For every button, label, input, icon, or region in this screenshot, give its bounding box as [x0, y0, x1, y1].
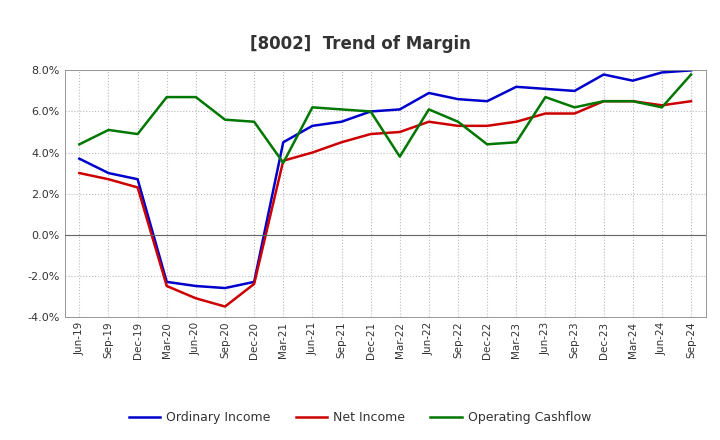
Net Income	[337, 139, 346, 145]
Text: [8002]  Trend of Margin: [8002] Trend of Margin	[250, 35, 470, 53]
Ordinary Income	[220, 286, 229, 291]
Net Income	[308, 150, 317, 155]
Operating Cashflow	[220, 117, 229, 122]
Operating Cashflow	[395, 154, 404, 159]
Operating Cashflow	[425, 107, 433, 112]
Line: Ordinary Income: Ordinary Income	[79, 70, 691, 288]
Net Income	[279, 158, 287, 163]
Operating Cashflow	[279, 160, 287, 165]
Net Income	[395, 129, 404, 135]
Operating Cashflow	[570, 105, 579, 110]
Net Income	[512, 119, 521, 125]
Operating Cashflow	[366, 109, 375, 114]
Ordinary Income	[192, 283, 200, 289]
Operating Cashflow	[163, 95, 171, 100]
Ordinary Income	[308, 123, 317, 128]
Ordinary Income	[483, 99, 492, 104]
Operating Cashflow	[337, 107, 346, 112]
Net Income	[133, 185, 142, 190]
Ordinary Income	[163, 279, 171, 285]
Net Income	[599, 99, 608, 104]
Ordinary Income	[279, 139, 287, 145]
Ordinary Income	[250, 279, 258, 285]
Net Income	[192, 296, 200, 301]
Ordinary Income	[512, 84, 521, 89]
Net Income	[570, 111, 579, 116]
Net Income	[483, 123, 492, 128]
Net Income	[163, 283, 171, 289]
Operating Cashflow	[599, 99, 608, 104]
Line: Net Income: Net Income	[79, 101, 691, 307]
Ordinary Income	[454, 96, 462, 102]
Ordinary Income	[570, 88, 579, 94]
Legend: Ordinary Income, Net Income, Operating Cashflow: Ordinary Income, Net Income, Operating C…	[124, 407, 596, 429]
Net Income	[541, 111, 550, 116]
Ordinary Income	[425, 90, 433, 95]
Ordinary Income	[133, 176, 142, 182]
Ordinary Income	[687, 68, 696, 73]
Ordinary Income	[395, 107, 404, 112]
Ordinary Income	[337, 119, 346, 125]
Operating Cashflow	[454, 119, 462, 125]
Ordinary Income	[75, 156, 84, 161]
Operating Cashflow	[308, 105, 317, 110]
Ordinary Income	[599, 72, 608, 77]
Net Income	[454, 123, 462, 128]
Operating Cashflow	[192, 95, 200, 100]
Operating Cashflow	[687, 72, 696, 77]
Ordinary Income	[541, 86, 550, 92]
Net Income	[75, 170, 84, 176]
Operating Cashflow	[629, 99, 637, 104]
Line: Operating Cashflow: Operating Cashflow	[79, 74, 691, 163]
Net Income	[687, 99, 696, 104]
Ordinary Income	[657, 70, 666, 75]
Net Income	[366, 132, 375, 137]
Operating Cashflow	[104, 127, 113, 132]
Operating Cashflow	[512, 139, 521, 145]
Operating Cashflow	[541, 95, 550, 100]
Operating Cashflow	[657, 105, 666, 110]
Net Income	[104, 176, 113, 182]
Operating Cashflow	[133, 132, 142, 137]
Net Income	[629, 99, 637, 104]
Net Income	[425, 119, 433, 125]
Net Income	[220, 304, 229, 309]
Ordinary Income	[629, 78, 637, 83]
Ordinary Income	[104, 170, 113, 176]
Net Income	[657, 103, 666, 108]
Net Income	[250, 281, 258, 286]
Ordinary Income	[366, 109, 375, 114]
Operating Cashflow	[483, 142, 492, 147]
Operating Cashflow	[250, 119, 258, 125]
Operating Cashflow	[75, 142, 84, 147]
